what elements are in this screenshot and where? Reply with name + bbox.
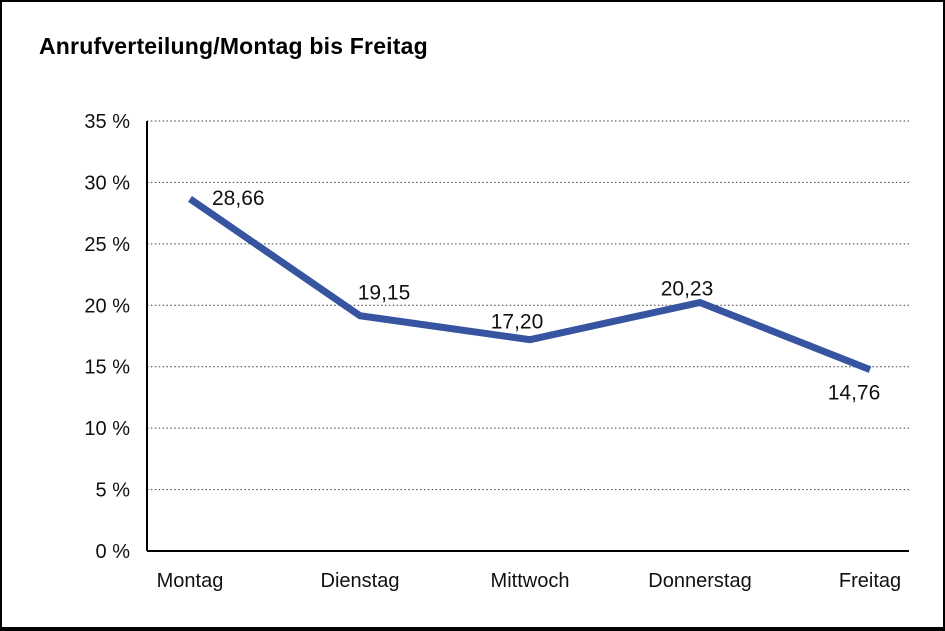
x-axis-category-label: Montag — [157, 570, 224, 592]
y-axis-tick-label: 15 % — [84, 357, 130, 379]
y-axis-tick-label: 25 % — [84, 234, 130, 256]
x-axis-category-label: Freitag — [839, 570, 901, 592]
data-point-label: 28,66 — [212, 187, 265, 210]
series-line — [188, 196, 872, 373]
x-axis-category-label: Donnerstag — [648, 570, 751, 592]
x-axis-category-label: Dienstag — [321, 570, 400, 592]
y-axis-tick-label: 5 % — [96, 480, 131, 502]
data-point-label: 17,20 — [491, 311, 544, 334]
y-axis-tick-label: 30 % — [84, 172, 130, 194]
data-point-label: 19,15 — [358, 282, 411, 305]
data-point-label: 14,76 — [828, 382, 881, 405]
y-axis-tick-label: 20 % — [84, 295, 130, 317]
y-axis-tick-label: 0 % — [96, 541, 131, 563]
y-axis-tick-label: 35 % — [84, 111, 130, 133]
chart-title: Anrufverteilung/Montag bis Freitag — [39, 33, 428, 59]
data-point-label: 20,23 — [661, 277, 714, 300]
y-axis-tick-label: 10 % — [84, 418, 130, 440]
x-axis-category-label: Mittwoch — [491, 570, 570, 592]
